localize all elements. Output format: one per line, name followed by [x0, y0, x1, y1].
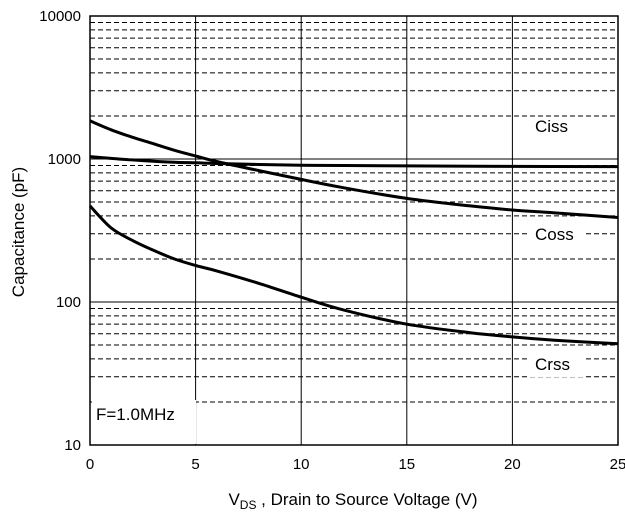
- y-tick-labels: 10 100 1000 10000: [39, 8, 81, 454]
- series-label-coss: Coss: [535, 225, 574, 244]
- x-tick-labels: 0 5 10 15 20 25: [86, 456, 625, 473]
- x-axis-label-rest: , Drain to Source Voltage (V): [256, 490, 477, 509]
- annotation-frequency: F=1.0MHz: [96, 405, 175, 424]
- series-label-crss: Crss: [535, 355, 570, 374]
- series-label-background: [529, 117, 583, 139]
- x-tick-label: 25: [610, 456, 625, 473]
- x-tick-label: 0: [86, 456, 94, 473]
- x-tick-label: 5: [191, 456, 199, 473]
- x-axis-label-subscript: DS: [240, 498, 257, 512]
- annotation-background: [92, 400, 196, 444]
- plot-frame: [89, 15, 619, 446]
- curve-ciss: [89, 155, 619, 169]
- y-tick-label: 10: [64, 437, 81, 454]
- x-tick-label: 15: [398, 456, 415, 473]
- y-tick-label: 10000: [39, 8, 81, 25]
- curve-crss: [88, 204, 619, 346]
- x-tick-label: 20: [504, 456, 521, 473]
- series-label-background: [529, 225, 583, 247]
- series-label-ciss: Ciss: [535, 117, 568, 136]
- x-axis-label: VDS , Drain to Source Voltage (V): [228, 490, 477, 512]
- series-label-background: [529, 355, 583, 377]
- x-tick-label: 10: [293, 456, 310, 473]
- y-axis-label: Capacitance (pF): [9, 167, 28, 297]
- y-tick-label: 1000: [48, 151, 81, 168]
- curves: [88, 119, 619, 346]
- y-tick-label: 100: [56, 294, 81, 311]
- x-axis-label-main: V: [228, 490, 240, 509]
- curve-coss: [89, 119, 619, 219]
- series-labels: Ciss Coss Crss: [529, 117, 583, 377]
